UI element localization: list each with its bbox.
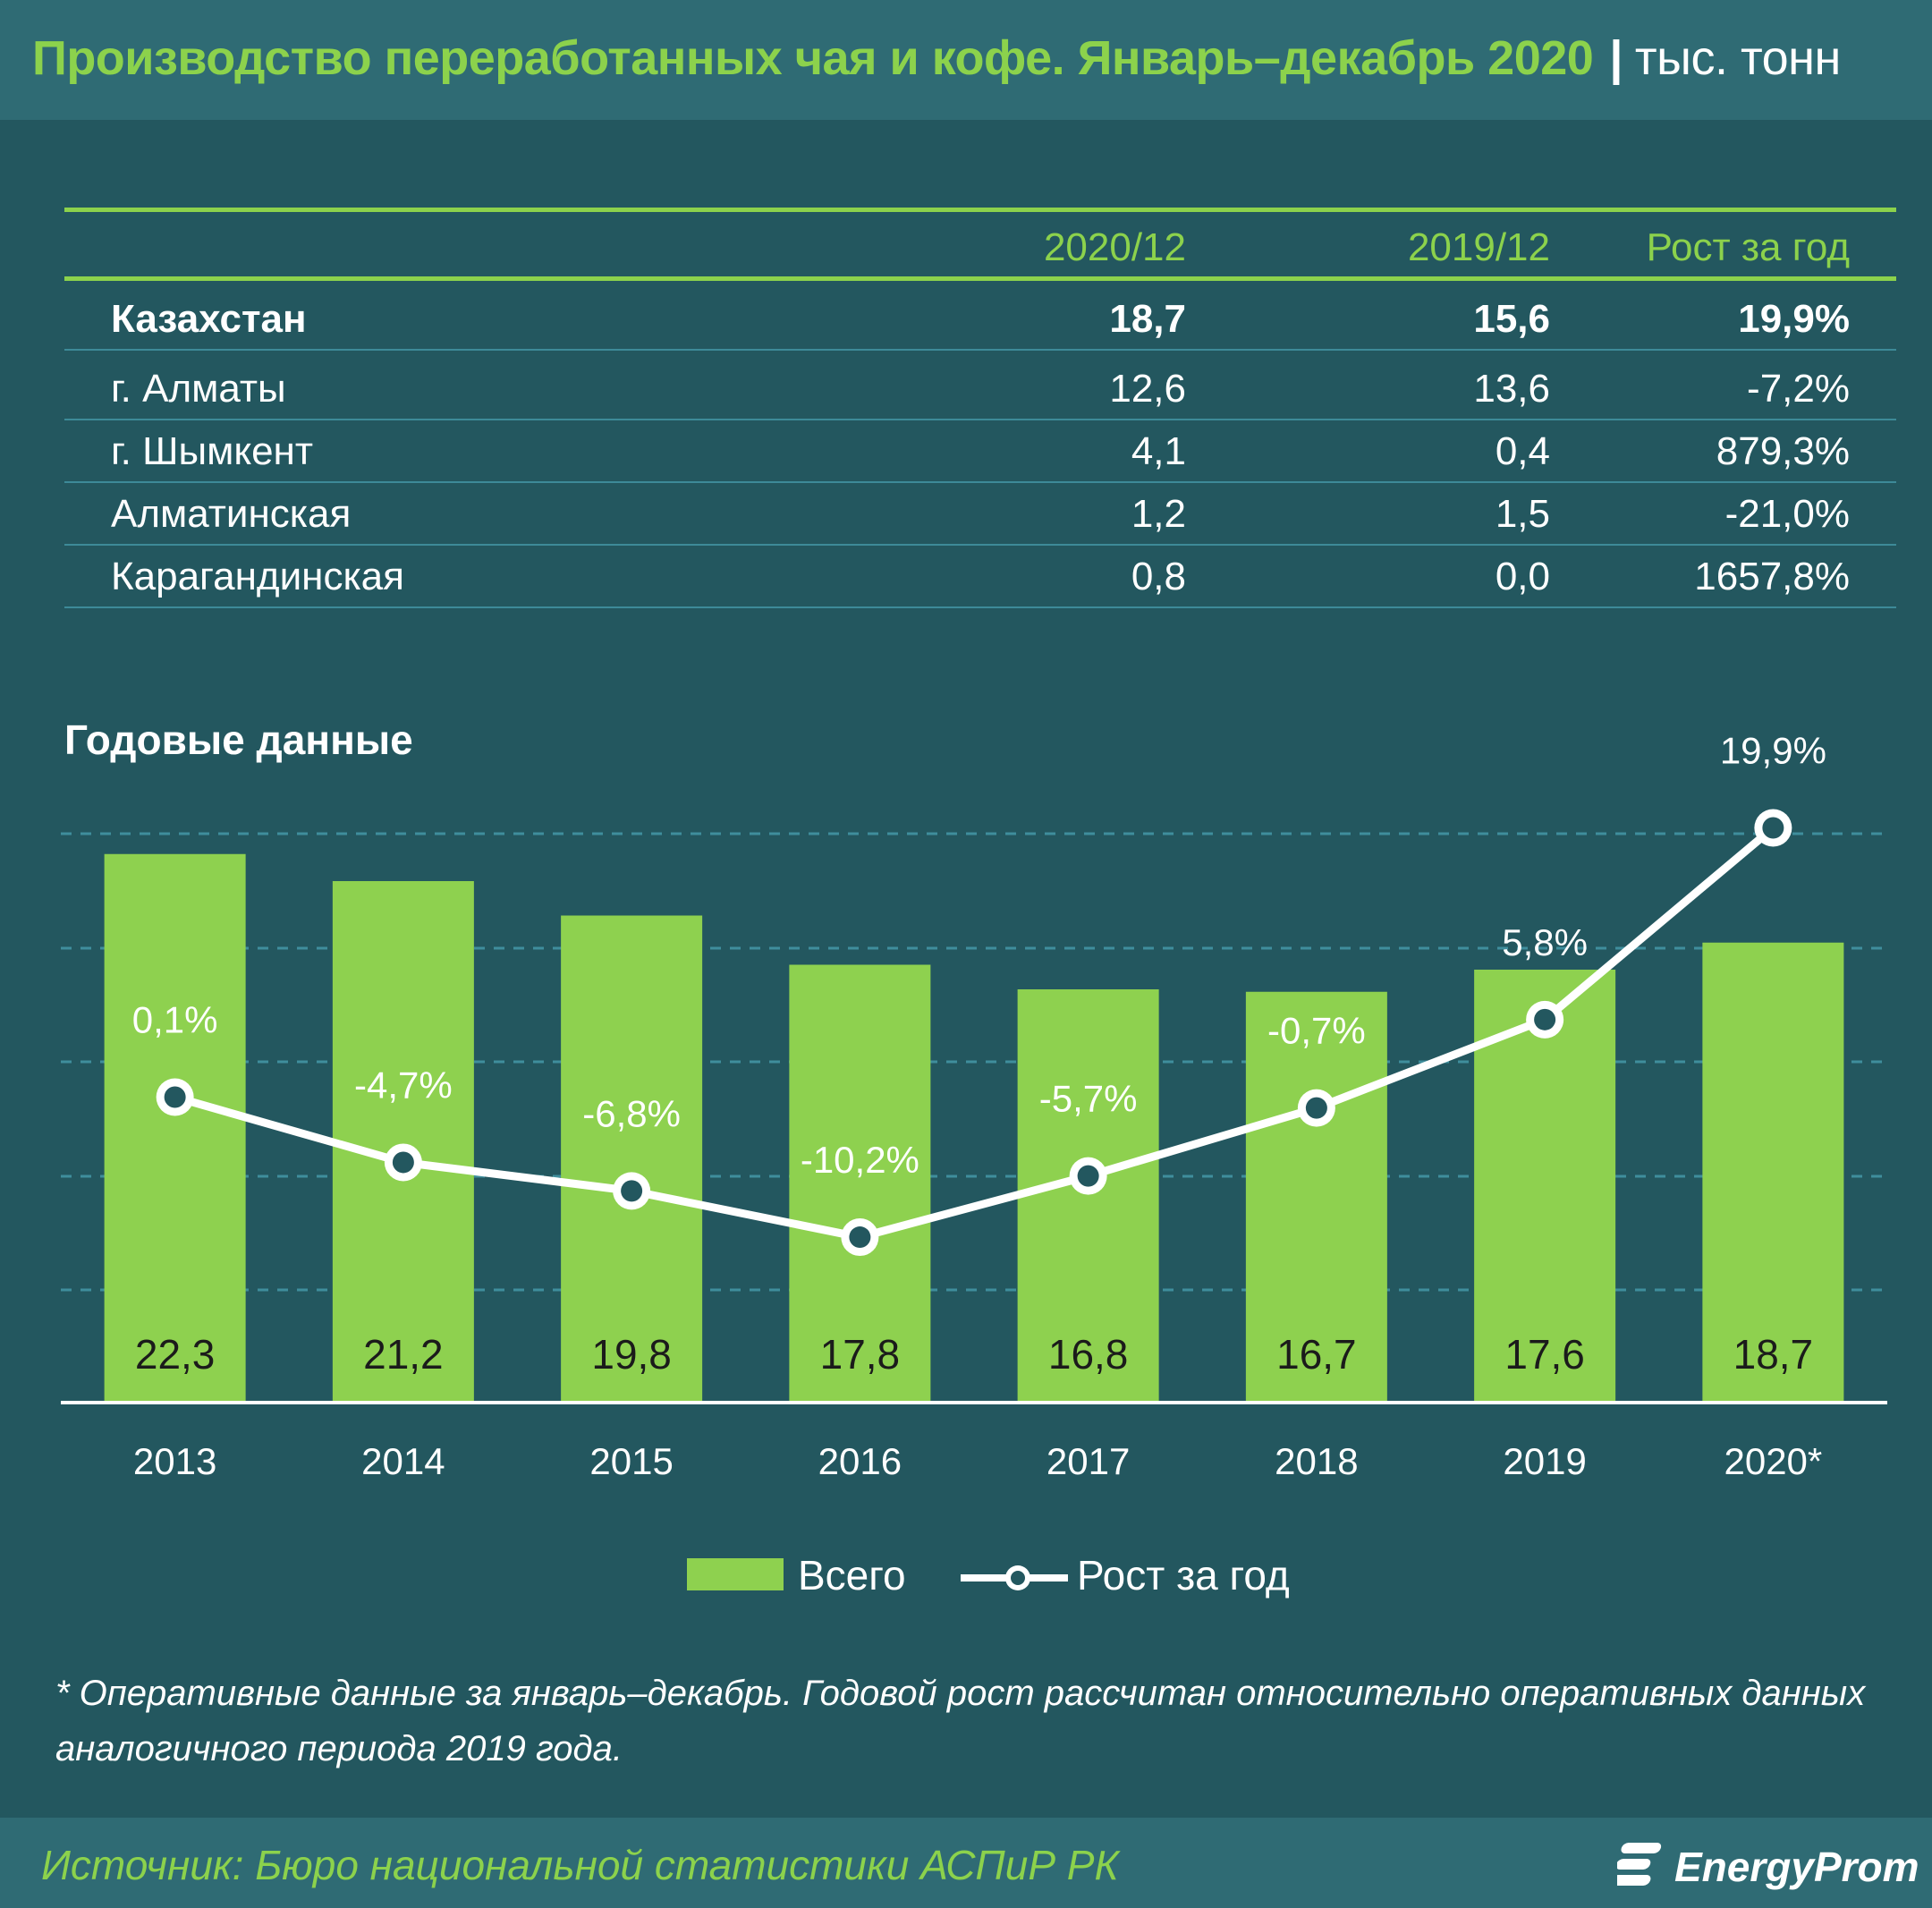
table-row: г. Алматы 12,6 13,6 -7,2% (64, 358, 1896, 420)
logo-text: EnergyProm (1674, 1844, 1919, 1890)
bar-2020* (1702, 942, 1844, 1403)
row-value-2020: 1,2 (1131, 492, 1186, 536)
table-header-rule (64, 276, 1896, 281)
section-title: Годовые данные (64, 717, 413, 763)
source-text: Источник: Бюро национальной статистики А… (41, 1842, 1119, 1888)
bar-2013 (104, 853, 246, 1403)
table-row: г. Шымкент 4,1 0,4 879,3% (64, 420, 1896, 483)
row-divider (64, 606, 1896, 608)
bar-value-label: 22,3 (135, 1331, 216, 1378)
growth-point-hole (849, 1226, 871, 1249)
row-value-2019: 13,6 (1473, 367, 1550, 411)
chart-legend: Всего Рост за год (0, 1551, 1932, 1605)
table-row: Алматинская 1,2 1,5 -21,0% (64, 483, 1896, 546)
growth-value-label: -0,7% (1267, 1010, 1366, 1052)
legend-bar-swatch (687, 1558, 784, 1590)
bar-value-label: 17,8 (820, 1331, 901, 1378)
bar-2018 (1245, 991, 1387, 1403)
growth-line (174, 825, 1776, 1242)
row-value-2020: 12,6 (1109, 367, 1186, 411)
bar-value-label: 16,7 (1276, 1331, 1357, 1378)
growth-value-label: 0,1% (132, 998, 218, 1040)
x-tick-label: 2016 (818, 1440, 902, 1482)
row-growth: -21,0% (1724, 492, 1850, 536)
growth-point-hole (1305, 1097, 1327, 1119)
header-bar: Производство переработанных чая и кофе. … (0, 0, 1932, 120)
legend-line-label: Рост за год (1077, 1552, 1290, 1598)
x-tick-label: 2017 (1046, 1440, 1130, 1482)
column-header-growth: Рост за год (1646, 225, 1850, 269)
row-region: г. Алматы (111, 367, 286, 411)
title-text: Производство переработанных чая и кофе. … (32, 31, 1594, 85)
growth-point-hole (164, 1086, 186, 1108)
x-tick-label: 2020* (1724, 1440, 1822, 1482)
row-growth: 1657,8% (1694, 555, 1850, 598)
footnote: * Оперативные данные за январь–декабрь. … (55, 1674, 1866, 1768)
bar-value-label: 18,7 (1733, 1331, 1814, 1378)
growth-value-label: -5,7% (1039, 1078, 1138, 1120)
growth-value-label: -10,2% (801, 1139, 919, 1181)
row-divider (64, 419, 1896, 420)
bar-2015 (561, 915, 703, 1403)
row-growth: 19,9% (1738, 297, 1850, 341)
growth-value-label: 5,8% (1502, 921, 1588, 963)
column-header-2020: 2020/12 (1043, 225, 1186, 269)
row-region: Алматинская (111, 492, 352, 536)
legend-line-icon (961, 1565, 1068, 1590)
row-divider (64, 481, 1896, 483)
x-tick-label: 2014 (361, 1440, 445, 1482)
row-divider (64, 349, 1896, 351)
row-value-2019: 1,5 (1495, 492, 1550, 536)
legend-bar-label: Всего (798, 1552, 906, 1598)
bar-value-label: 16,8 (1048, 1331, 1129, 1378)
row-region: г. Шымкент (111, 429, 313, 473)
page-title: Производство переработанных чая и кофе. … (32, 30, 1841, 86)
growth-value-label: -6,8% (582, 1092, 681, 1134)
x-tick-label: 2019 (1503, 1440, 1586, 1482)
bar-value-label: 19,8 (591, 1331, 672, 1378)
row-value-2019: 0,4 (1495, 429, 1550, 473)
growth-point-hole (392, 1151, 414, 1174)
growth-point-hole (1534, 1008, 1556, 1030)
row-divider (64, 544, 1896, 546)
growth-point-hole (1077, 1165, 1099, 1187)
row-value-2020: 18,7 (1109, 297, 1186, 341)
growth-point-hole (1762, 817, 1784, 839)
column-header-2019: 2019/12 (1407, 225, 1550, 269)
row-growth: -7,2% (1747, 367, 1850, 411)
bar-value-label: 21,2 (363, 1331, 444, 1378)
footer-bar: Источник: Бюро национальной статистики А… (0, 1818, 1932, 1908)
row-value-2019: 0,0 (1495, 555, 1550, 598)
row-region: Казахстан (111, 297, 307, 341)
bar-2017 (1017, 989, 1159, 1403)
bar-value-label: 17,6 (1504, 1331, 1585, 1378)
row-value-2020: 4,1 (1131, 429, 1186, 473)
bar-2014 (332, 881, 474, 1403)
annual-chart: 22,3 2013 21,2 2014 19,8 2015 17,8 2016 16,8 2017… (61, 730, 1887, 1482)
growth-point-hole (621, 1180, 643, 1202)
logo-icon (1610, 1843, 1662, 1886)
title-separator: | (1609, 31, 1623, 85)
bar-2016 (789, 964, 931, 1403)
table-top-rule (64, 208, 1896, 212)
energyprom-logo: EnergyProm (1610, 1834, 1921, 1896)
growth-value-label: -4,7% (354, 1064, 453, 1106)
title-unit: тыс. тонн (1634, 31, 1841, 85)
row-value-2019: 15,6 (1473, 297, 1550, 341)
row-value-2020: 0,8 (1131, 555, 1186, 598)
x-tick-label: 2018 (1275, 1440, 1358, 1482)
x-tick-label: 2013 (133, 1440, 216, 1482)
table-row: Карагандинская 0,8 0,0 1657,8% (64, 546, 1896, 608)
table-row: Казахстан 18,7 15,6 19,9% (64, 288, 1896, 351)
row-region: Карагандинская (111, 555, 404, 598)
x-tick-label: 2015 (589, 1440, 673, 1482)
row-growth: 879,3% (1716, 429, 1850, 473)
growth-value-label: 19,9% (1720, 730, 1826, 772)
